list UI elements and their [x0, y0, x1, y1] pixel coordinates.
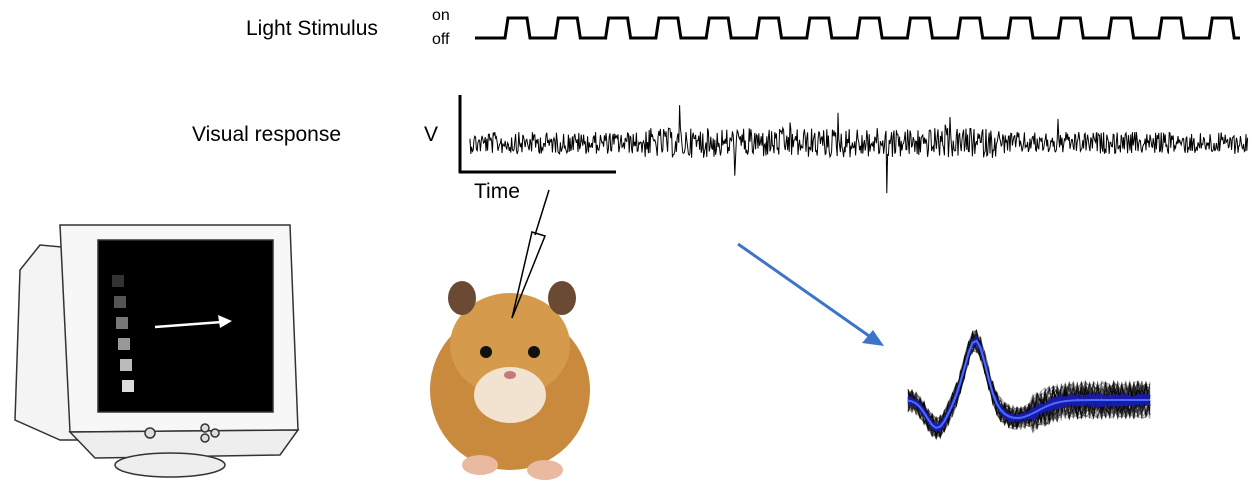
y-axis-label: V [424, 123, 438, 146]
on-label: on [432, 7, 450, 24]
stimulus-wave [475, 18, 1240, 38]
hamster [430, 281, 590, 480]
spike-waveforms [908, 330, 1150, 440]
monitor [15, 225, 298, 477]
voltage-trace [470, 105, 1248, 193]
response-label: Visual response [192, 123, 341, 146]
off-label: off [432, 31, 450, 48]
arrow [738, 244, 884, 346]
diagram: Light Stimulus on off Visual response V … [0, 0, 1252, 488]
x-axis-label: Time [474, 180, 520, 203]
stimulus-label: Light Stimulus [246, 17, 378, 40]
